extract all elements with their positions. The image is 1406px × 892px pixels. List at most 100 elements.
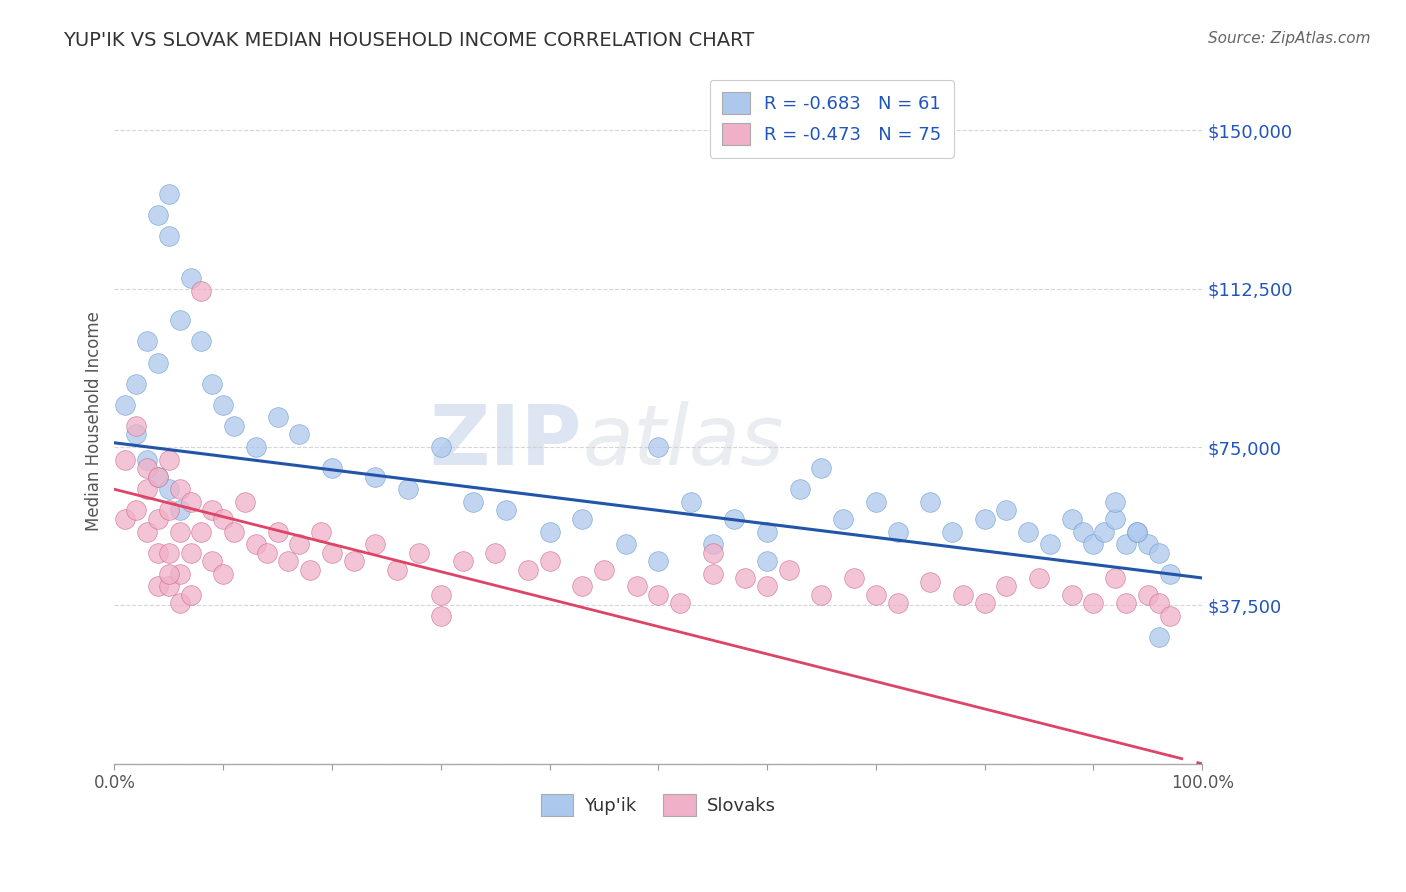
Point [1071,524,1094,539]
Point [516,562,538,576]
Point [136,483,159,497]
Text: YUP'IK VS SLOVAK MEDIAN HOUSEHOLD INCOME CORRELATION CHART: YUP'IK VS SLOVAK MEDIAN HOUSEHOLD INCOME… [63,31,755,50]
Point [952,588,974,602]
Point [1017,524,1039,539]
Point [647,554,669,568]
Point [995,579,1018,593]
Point [190,334,212,349]
Point [832,512,855,526]
Point [1136,537,1159,551]
Point [125,418,148,433]
Point [1136,588,1159,602]
Point [484,546,506,560]
Point [1147,596,1170,610]
Point [222,524,245,539]
Point [136,334,159,349]
Point [626,579,648,593]
Point [789,483,811,497]
Point [266,524,288,539]
Point [146,512,169,526]
Point [647,440,669,454]
Point [1147,546,1170,560]
Point [396,483,419,497]
Point [734,571,756,585]
Point [233,495,256,509]
Point [571,579,593,593]
Point [169,566,191,581]
Point [538,524,561,539]
Point [190,524,212,539]
Point [201,376,224,391]
Point [886,596,908,610]
Point [973,596,995,610]
Point [114,512,136,526]
Point [277,554,299,568]
Point [146,469,169,483]
Point [180,271,202,285]
Point [146,469,169,483]
Point [364,537,387,551]
Point [865,495,887,509]
Point [180,495,202,509]
Point [451,554,474,568]
Point [1147,630,1170,644]
Point [1126,524,1149,539]
Point [169,313,191,327]
Point [387,562,409,576]
Point [778,562,800,576]
Point [136,524,159,539]
Point [212,566,235,581]
Point [256,546,278,560]
Point [169,524,191,539]
Point [157,546,180,560]
Point [201,554,224,568]
Point [146,355,169,369]
Point [1159,566,1181,581]
Point [212,398,235,412]
Point [245,537,267,551]
Point [810,588,832,602]
Point [157,503,180,517]
Point [1159,609,1181,624]
Point [429,609,451,624]
Point [222,418,245,433]
Point [212,512,235,526]
Point [114,452,136,467]
Point [157,228,180,243]
Point [180,588,202,602]
Point [309,524,332,539]
Point [995,503,1018,517]
Point [157,186,180,201]
Point [571,512,593,526]
Point [429,440,451,454]
Point [136,452,159,467]
Point [146,208,169,222]
Point [1060,588,1083,602]
Point [593,562,616,576]
Point [321,546,343,560]
Point [429,588,451,602]
Point [920,495,942,509]
Point [723,512,745,526]
Point [157,566,180,581]
Point [125,503,148,517]
Point [886,524,908,539]
Point [364,469,387,483]
Point [495,503,517,517]
Point [702,537,724,551]
Point [647,588,669,602]
Point [169,483,191,497]
Point [756,554,779,568]
Point [679,495,702,509]
Point [1028,571,1050,585]
Point [1039,537,1062,551]
Legend: Yup'ik, Slovaks: Yup'ik, Slovaks [534,787,783,823]
Text: ZIP: ZIP [430,401,582,482]
Point [614,537,637,551]
Point [169,503,191,517]
Point [810,461,832,475]
Point [157,452,180,467]
Point [146,579,169,593]
Point [266,410,288,425]
Point [941,524,963,539]
